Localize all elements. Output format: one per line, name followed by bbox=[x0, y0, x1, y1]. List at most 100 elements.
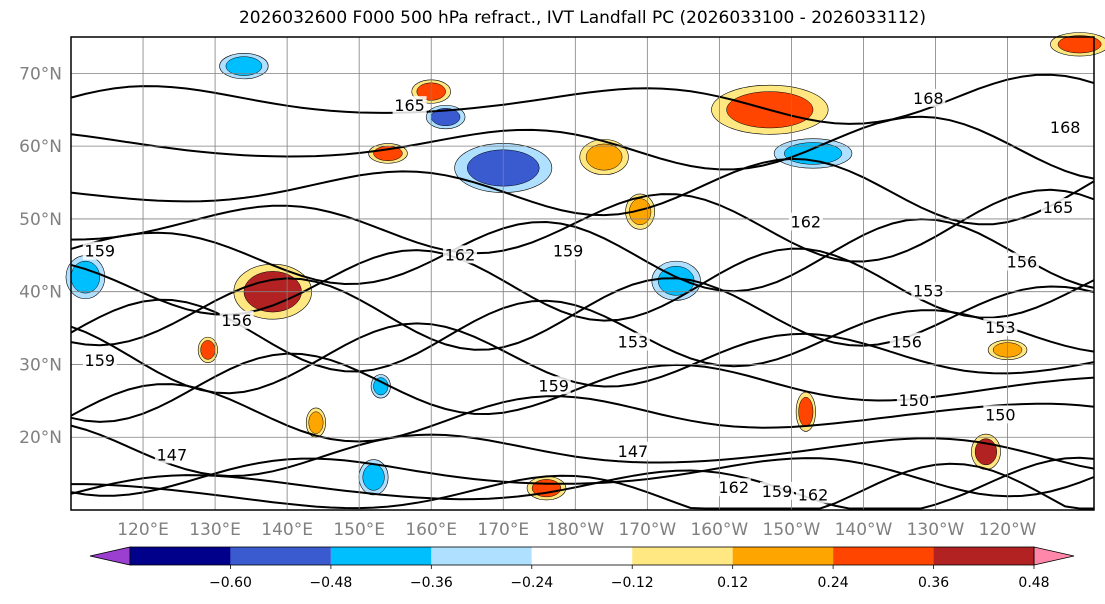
colorbar-tick-label: −0.12 bbox=[611, 575, 654, 591]
colorbar-extend-right bbox=[1033, 546, 1075, 566]
lon-tick-label: 130°W bbox=[907, 520, 965, 540]
contour-label: 150 bbox=[899, 391, 930, 410]
contour-label: 147 bbox=[157, 445, 188, 464]
refractivity-contour bbox=[70, 277, 1095, 351]
refractivity-contour bbox=[70, 73, 1095, 125]
map-frame bbox=[70, 36, 1095, 511]
contour-label-bg bbox=[392, 96, 427, 115]
contour-label-bg bbox=[896, 390, 931, 409]
lat-tick-label: 70°N bbox=[19, 64, 62, 84]
lon-tick-label: 140°W bbox=[835, 520, 893, 540]
contour-label: 150 bbox=[985, 405, 1016, 424]
lon-tick-label: 120°W bbox=[979, 520, 1037, 540]
contour-label-bg bbox=[716, 478, 751, 497]
graticule bbox=[71, 37, 1094, 510]
lon-tick-label: 150°E bbox=[333, 520, 385, 540]
colorbar-bin bbox=[531, 547, 633, 565]
lon-tick-label: 170°E bbox=[477, 520, 529, 540]
lon-tick-label: 130°E bbox=[189, 520, 241, 540]
colorbar-bin bbox=[933, 547, 1034, 565]
contour-label-bg bbox=[536, 376, 571, 395]
refractivity-contour bbox=[70, 456, 1095, 510]
contour-label-bg bbox=[911, 88, 946, 107]
contour-label-bg bbox=[889, 332, 924, 351]
ivt-region bbox=[798, 396, 814, 427]
lon-tick-label: 170°W bbox=[618, 520, 676, 540]
refractivity-contour bbox=[71, 462, 1094, 510]
lon-tick-label: 150°W bbox=[763, 520, 821, 540]
contour-label-bg bbox=[551, 241, 586, 260]
contour-label: 159 bbox=[553, 242, 584, 261]
ivt-region bbox=[200, 340, 216, 360]
contour-label-bg bbox=[788, 212, 823, 231]
refractivity-contour bbox=[70, 424, 1095, 478]
contour-label: 165 bbox=[394, 96, 425, 115]
lat-tick-label: 60°N bbox=[19, 137, 62, 157]
refractivity-contour bbox=[70, 115, 1095, 180]
contour-label: 156 bbox=[891, 333, 922, 352]
contour-label: 168 bbox=[913, 89, 944, 108]
contour-label-bg bbox=[911, 281, 946, 300]
contour-label-layer: 165 168 168 165 162 162 159 159 156 153 153 153 156 1… bbox=[82, 88, 1083, 504]
contour-label: 159 bbox=[538, 376, 569, 395]
axis-labels: 20°N 30°N 40°N 50°N 60°N 70°N 120°E 130°E 140°E 1… bbox=[19, 64, 1036, 540]
colorbar-tick-label: 0.36 bbox=[918, 575, 949, 591]
lon-tick-label: 160°E bbox=[405, 520, 457, 540]
ivt-region bbox=[362, 463, 385, 491]
colorbar: −0.60 −0.48 −0.36 −0.24 −0.12 0.12 0.24 0.36 0.4… bbox=[89, 546, 1075, 591]
contour-label-bg bbox=[82, 241, 117, 260]
lat-tick-label: 40°N bbox=[19, 283, 62, 303]
ivt-region bbox=[225, 56, 263, 76]
contour-label: 153 bbox=[985, 318, 1016, 337]
contour-label: 156 bbox=[221, 311, 252, 330]
colorbar-tick-label: −0.60 bbox=[209, 575, 252, 591]
refractivity-contour bbox=[70, 188, 1095, 263]
colorbar-tick-label: 0.12 bbox=[717, 575, 748, 591]
contour-label-bg bbox=[983, 318, 1018, 337]
contour-label-bg bbox=[82, 350, 117, 369]
contour-label-bg bbox=[1040, 198, 1075, 217]
contour-label: 162 bbox=[719, 478, 750, 497]
contour-label-bg bbox=[154, 445, 189, 464]
contour-label-bg bbox=[760, 481, 795, 500]
contour-label-bg bbox=[615, 441, 650, 460]
colorbar-extend-left bbox=[89, 546, 131, 566]
refractivity-contour bbox=[70, 322, 1095, 395]
lat-tick-label: 30°N bbox=[19, 355, 62, 375]
contour-label: 159 bbox=[85, 351, 116, 370]
colorbar-bin bbox=[230, 547, 331, 565]
lon-tick-label: 160°W bbox=[690, 520, 748, 540]
contour-label: 168 bbox=[1050, 118, 1081, 137]
colorbar-bin bbox=[732, 547, 834, 565]
colorbar-bin bbox=[833, 547, 934, 565]
contour-label-bg bbox=[796, 485, 831, 504]
colorbar-bin bbox=[431, 547, 532, 565]
colorbar-tick-label: −0.48 bbox=[309, 575, 352, 591]
ivt-region bbox=[308, 411, 324, 434]
lon-tick-label: 180°W bbox=[546, 520, 604, 540]
contour-label-bg bbox=[219, 310, 254, 329]
contour-label: 147 bbox=[618, 442, 649, 461]
refractivity-contour bbox=[70, 457, 1095, 498]
colorbar-bin bbox=[330, 547, 432, 565]
colorbar-outline bbox=[129, 546, 1035, 566]
ivt-region bbox=[1057, 35, 1102, 54]
colorbar-tick-label: −0.36 bbox=[410, 575, 453, 591]
contour-label: 165 bbox=[1043, 198, 1074, 217]
colorbar-bin bbox=[130, 547, 231, 565]
contour-label: 153 bbox=[913, 282, 944, 301]
lat-tick-label: 50°N bbox=[19, 210, 62, 230]
ivt-shading-layer bbox=[65, 32, 1105, 501]
colorbar-tick-label: 0.48 bbox=[1018, 575, 1049, 591]
colorbar-tick-label: 0.24 bbox=[818, 575, 849, 591]
contour-label: 153 bbox=[618, 333, 649, 352]
contour-label-bg bbox=[615, 332, 650, 351]
contour-label-bg bbox=[1004, 252, 1039, 271]
contour-label: 162 bbox=[791, 213, 822, 232]
contour-label-bg bbox=[983, 405, 1018, 424]
lon-tick-label: 140°E bbox=[261, 520, 313, 540]
refractivity-contour bbox=[70, 157, 1095, 226]
refractivity-contour bbox=[70, 383, 1095, 443]
lon-tick-label: 120°E bbox=[117, 520, 169, 540]
